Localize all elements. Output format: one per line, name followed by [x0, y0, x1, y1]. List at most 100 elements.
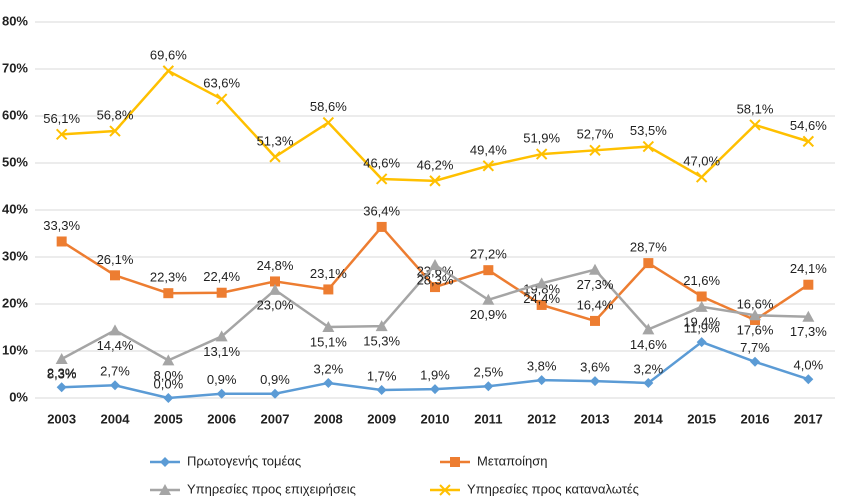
data-label: 16,4%: [577, 297, 614, 312]
data-label: 58,6%: [310, 99, 347, 114]
data-label: 17,6%: [737, 323, 774, 338]
marker: [323, 284, 334, 295]
marker: [162, 65, 175, 77]
marker: [269, 151, 281, 163]
data-label: 1,9%: [420, 368, 450, 383]
data-label: 3,2%: [634, 361, 664, 376]
x-tick-label: 2007: [261, 411, 290, 426]
x-tick-label: 2014: [634, 411, 664, 426]
data-label: 51,3%: [257, 133, 294, 148]
data-label: 0,9%: [207, 372, 237, 387]
marker: [535, 277, 548, 289]
data-label: 2,7%: [100, 364, 130, 379]
marker: [803, 279, 814, 290]
marker: [802, 135, 815, 148]
data-label: 3,2%: [314, 361, 344, 376]
data-label: 17,3%: [790, 324, 827, 339]
data-label: 23,0%: [257, 297, 294, 312]
x-tick-label: 2006: [207, 411, 236, 426]
marker: [429, 175, 441, 187]
data-label: 0,9%: [260, 372, 290, 387]
data-label: 69,6%: [150, 47, 187, 62]
data-label: 26,1%: [97, 252, 134, 267]
data-label: 63,6%: [203, 76, 240, 91]
marker: [750, 356, 760, 367]
marker: [216, 388, 227, 399]
data-label: 22,4%: [203, 269, 240, 284]
data-label: 28,7%: [630, 240, 667, 255]
data-label: 28,3%: [417, 272, 454, 287]
marker: [535, 148, 548, 160]
marker: [110, 270, 120, 281]
data-label: 49,4%: [470, 142, 507, 157]
data-label: 47,0%: [683, 154, 720, 169]
marker: [376, 385, 387, 396]
marker: [483, 265, 494, 276]
data-label: 11,9%: [684, 321, 720, 336]
data-label: 23,1%: [310, 266, 347, 281]
y-tick-label: 60%: [2, 107, 28, 122]
x-tick-label: 2017: [794, 411, 823, 426]
marker: [439, 484, 451, 496]
data-label: 7,7%: [740, 340, 770, 355]
data-label: 54,6%: [790, 118, 827, 133]
legend-label: Πρωτογενής τομέας: [187, 453, 301, 468]
marker: [322, 116, 335, 129]
marker: [216, 287, 227, 298]
marker: [376, 221, 387, 232]
marker: [55, 128, 68, 141]
data-label: 8,3%: [47, 366, 77, 381]
marker: [110, 380, 120, 391]
marker: [450, 457, 460, 467]
data-label: 33,3%: [43, 218, 80, 233]
x-tick-label: 2003: [47, 411, 76, 426]
data-label: 15,1%: [310, 334, 347, 349]
data-label: 51,9%: [523, 131, 560, 146]
y-tick-label: 0%: [9, 389, 28, 404]
x-tick-label: 2005: [154, 411, 183, 426]
data-label: 14,4%: [97, 338, 134, 353]
data-label: 3,8%: [527, 359, 557, 374]
x-tick-label: 2012: [527, 411, 556, 426]
data-label: 2,5%: [474, 365, 504, 380]
marker: [695, 171, 708, 183]
data-label: 8,0%: [154, 368, 184, 383]
data-label: 52,7%: [577, 127, 614, 142]
y-tick-label: 80%: [2, 13, 28, 28]
data-label: 27,3%: [577, 277, 614, 292]
marker: [482, 293, 495, 305]
marker: [56, 382, 67, 393]
y-tick-label: 70%: [2, 60, 28, 75]
data-label: 21,6%: [683, 273, 720, 288]
marker: [802, 310, 815, 322]
data-label: 24,4%: [523, 291, 560, 306]
y-tick-label: 20%: [2, 295, 28, 310]
marker: [590, 376, 600, 387]
marker: [536, 375, 547, 386]
marker: [163, 288, 174, 299]
data-label: 27,2%: [470, 247, 507, 262]
data-label: 36,4%: [363, 203, 400, 218]
data-label: 58,1%: [737, 101, 774, 116]
y-tick-label: 10%: [2, 342, 28, 357]
x-tick-label: 2009: [367, 411, 396, 426]
marker: [536, 299, 547, 310]
data-label: 2,3%: [47, 366, 77, 381]
data-label: 19,4%: [683, 314, 720, 329]
marker: [323, 377, 334, 388]
data-label: 56,8%: [97, 107, 134, 122]
marker: [483, 381, 494, 392]
data-label: 24,8%: [257, 258, 294, 273]
marker: [162, 354, 175, 366]
marker: [430, 384, 440, 395]
x-tick-label: 2016: [741, 411, 770, 426]
marker: [215, 330, 228, 342]
x-tick-label: 2011: [474, 411, 502, 426]
marker: [429, 258, 441, 270]
y-tick-label: 40%: [2, 201, 28, 216]
marker: [696, 337, 707, 348]
marker: [589, 263, 601, 275]
marker: [749, 119, 761, 131]
x-tick-label: 2004: [101, 411, 131, 426]
data-label: 3,6%: [580, 360, 610, 375]
